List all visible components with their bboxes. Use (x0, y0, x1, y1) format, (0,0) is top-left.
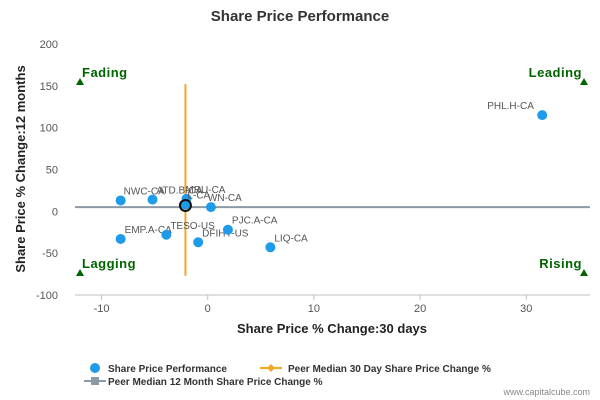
quadrant-label-lagging: Lagging (82, 256, 136, 271)
legend-marker-peer-12m (91, 377, 99, 385)
quadrant-triangle-marker (580, 269, 588, 276)
quadrant-label-leading: Leading (529, 65, 582, 80)
data-point-label: ATD.B-CA (157, 186, 203, 197)
quadrant-label-fading: Fading (82, 65, 128, 80)
quadrant-triangle-marker (76, 269, 84, 276)
data-point (115, 195, 126, 206)
y-tick-label: 200 (40, 39, 58, 51)
data-point (205, 202, 216, 213)
x-tick-label: 30 (520, 303, 532, 315)
legend-label-share-price: Share Price Performance (108, 364, 227, 375)
legend: Share Price Performance Peer Median 30 Da… (84, 363, 491, 388)
legend-label-peer-30d: Peer Median 30 Day Share Price Change % (288, 364, 491, 375)
quadrant-label-rising: Rising (539, 256, 582, 271)
data-point-label: L-CA (187, 191, 210, 202)
legend-marker-peer-30d (267, 364, 275, 372)
data-point (222, 224, 233, 235)
data-point-label: TESO-US (170, 221, 215, 232)
y-tick-label: -100 (36, 290, 58, 302)
data-point (147, 194, 158, 205)
x-tick-label: 0 (205, 303, 211, 315)
data-point (180, 199, 191, 210)
data-point-label: NWC-CA (124, 186, 165, 197)
legend-label-peer-12m: Peer Median 12 Month Share Price Change … (108, 377, 323, 388)
data-point-label: LIQ-CA (274, 233, 308, 244)
y-tick-label: 100 (40, 123, 58, 135)
x-tick-label: 10 (308, 303, 320, 315)
y-tick-label: 150 (40, 81, 58, 93)
x-tick-label: 20 (414, 303, 426, 315)
legend-marker-share-price (90, 363, 100, 373)
data-point-label: EMP.A-CA (125, 225, 172, 236)
data-point-label: PHL.H-CA (487, 101, 534, 112)
x-tick-label: -10 (94, 303, 110, 315)
data-point (265, 242, 276, 253)
y-tick-label: -50 (42, 248, 58, 260)
chart-title: Share Price Performance (211, 8, 389, 25)
highlight-point (178, 198, 192, 212)
data-point (161, 229, 172, 240)
x-axis-title: Share Price % Change:30 days (237, 321, 427, 336)
quadrant-triangle-marker (76, 78, 84, 85)
y-tick-label: 50 (46, 165, 58, 177)
data-point-label: WN-CA (208, 193, 242, 204)
credit-text: www.capitalcube.com (502, 387, 590, 397)
y-tick-label: 0 (52, 206, 58, 218)
data-point (115, 233, 126, 244)
quadrant-triangle-marker (580, 78, 588, 85)
data-point-label: PJC.A-CA (232, 216, 278, 227)
y-axis-title: Share Price % Change:12 months (13, 65, 28, 272)
data-point (193, 237, 204, 248)
data-point (537, 110, 548, 121)
data-point-label: MRU-CA (185, 185, 225, 196)
